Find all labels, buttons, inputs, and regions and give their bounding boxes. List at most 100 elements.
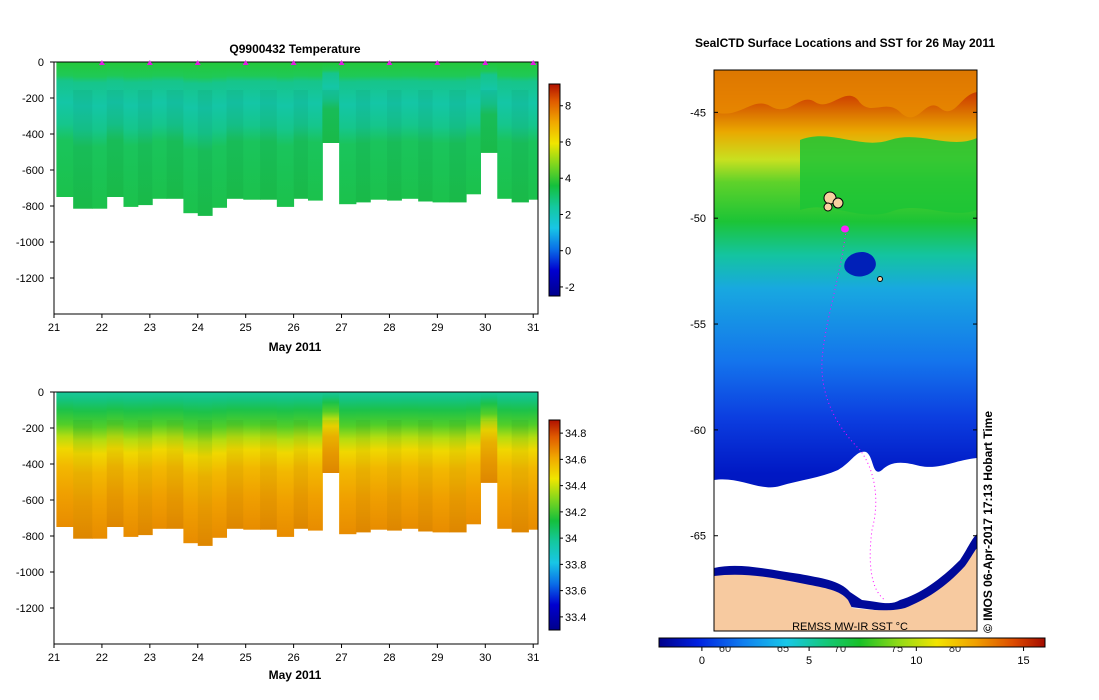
profile-marker <box>242 60 249 65</box>
profile-column <box>466 62 481 195</box>
salinity-x-label: May 2011 <box>269 668 322 682</box>
small-marker <box>877 276 883 282</box>
profile-column <box>511 392 529 533</box>
profile-column <box>339 62 357 205</box>
profile-band <box>106 420 124 527</box>
map-title: SealCTD Surface Locations and SST for 26… <box>695 36 995 50</box>
profile-column <box>183 392 199 544</box>
profile-band <box>73 90 93 209</box>
x-tick-label: 30 <box>479 322 491 334</box>
profile-marker <box>530 60 537 65</box>
profile-band <box>322 420 340 473</box>
x-tick-label: 22 <box>96 322 108 334</box>
seal-cluster-icon <box>823 191 844 212</box>
colorbar-tick-label: 34.2 <box>565 507 586 519</box>
salinity-x-axis: 21 22 23 24 25 26 27 28 29 30 31 <box>48 644 539 664</box>
profile-band <box>293 90 308 199</box>
profile-column <box>106 392 124 527</box>
x-tick-label: 24 <box>192 322 204 334</box>
profile-column <box>123 392 139 537</box>
temperature-x-label: May 2011 <box>269 340 322 354</box>
sst-field <box>714 70 977 631</box>
profile-column <box>243 392 261 530</box>
sst-colorbar-tick-label: 15 <box>1017 655 1029 667</box>
profile-band <box>511 420 529 533</box>
colorbar-tick-label: 33.6 <box>565 586 586 598</box>
profile-band <box>106 90 124 197</box>
profile-column <box>106 62 124 197</box>
colorbar-tick-label: 4 <box>565 173 571 185</box>
sst-source-label: REMSS MW-IR SST °C <box>792 621 908 633</box>
y-tick-label: -600 <box>22 495 44 507</box>
profile-band <box>355 420 371 533</box>
y-tick-label: -800 <box>22 201 44 213</box>
profile-band <box>293 420 308 529</box>
sst-colorbar-ticks: 0 5 10 15 <box>699 647 1030 667</box>
colorbar-tick-label: 34 <box>565 533 577 545</box>
colorbar-tick-label: 34.6 <box>565 454 586 466</box>
colorbar-tick-label: 34.8 <box>565 428 586 440</box>
profile-column <box>370 392 388 530</box>
profile-band <box>166 420 184 529</box>
warm-front-lobes <box>714 70 977 118</box>
profile-column <box>480 62 498 153</box>
y-tick-label: 0 <box>38 57 44 69</box>
profile-band <box>387 420 402 531</box>
profile-column <box>355 62 371 203</box>
x-tick-label: 26 <box>287 652 299 664</box>
profile-band <box>166 90 184 199</box>
profile-column <box>466 392 481 525</box>
x-tick-label: 29 <box>431 322 443 334</box>
profile-column <box>497 392 513 529</box>
profile-column <box>183 62 199 214</box>
x-tick-label: 21 <box>48 652 60 664</box>
profile-band <box>322 90 340 143</box>
sst-colorbar-tick-label: 0 <box>699 655 705 667</box>
profile-column <box>56 392 74 527</box>
y-tick-label: -600 <box>22 165 44 177</box>
map-frame <box>713 69 978 632</box>
profile-column <box>92 392 108 539</box>
colorbar-tick-label: 33.8 <box>565 559 586 571</box>
profile-marker <box>434 60 441 65</box>
profile-column <box>511 62 529 203</box>
profile-marker <box>338 60 345 65</box>
profile-column <box>322 62 340 143</box>
profile-band <box>355 90 371 203</box>
temperature-plot-frame <box>53 61 539 315</box>
colorbar-tick-label: 2 <box>565 209 571 221</box>
profile-column <box>260 392 278 530</box>
profile-column <box>528 392 538 530</box>
x-tick-label: 25 <box>240 652 252 664</box>
profile-column <box>226 62 244 199</box>
profile-column <box>449 392 467 533</box>
profile-column <box>73 62 93 209</box>
salinity-colorbar-ticks: 34.8 34.6 34.4 34.2 34 33.8 33.6 33.4 <box>560 428 586 624</box>
profile-column <box>197 392 213 546</box>
profile-column <box>212 392 228 538</box>
sst-colorbar-tick-label: 10 <box>910 655 922 667</box>
lat-tick-label: -50 <box>690 213 706 225</box>
profile-column <box>387 62 402 201</box>
y-tick-label: -1200 <box>16 603 44 615</box>
profile-band <box>137 420 153 536</box>
x-tick-label: 23 <box>144 652 156 664</box>
temperature-y-axis: 0 -200 -400 -600 -800 -1000 -1200 <box>16 57 54 285</box>
profile-column <box>137 62 153 206</box>
x-tick-label: 27 <box>335 322 347 334</box>
y-tick-label: -800 <box>22 531 44 543</box>
profile-column <box>197 62 213 216</box>
profile-column <box>166 62 184 199</box>
sst-map-panel: SealCTD Surface Locations and SST for 26… <box>658 36 1046 667</box>
lat-tick-label: -65 <box>690 531 706 543</box>
profile-column <box>449 62 467 203</box>
seal-track <box>821 229 886 601</box>
profile-column <box>152 392 168 529</box>
profile-band <box>197 420 213 546</box>
cold-eddy <box>844 251 876 277</box>
salinity-data-columns <box>56 392 538 546</box>
x-tick-label: 30 <box>479 652 491 664</box>
profile-column <box>123 62 139 207</box>
profile-band <box>260 90 277 200</box>
profile-marker <box>98 60 105 65</box>
